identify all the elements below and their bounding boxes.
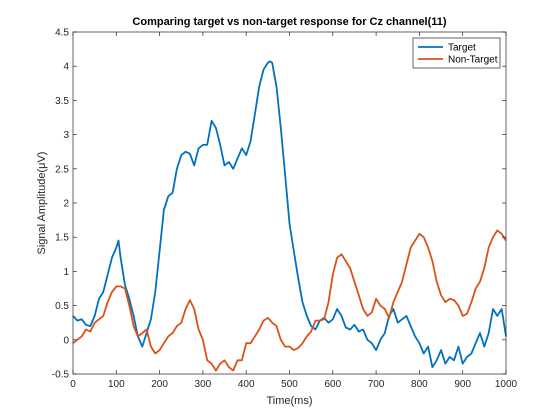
y-tick-label: -0.5 [52,370,70,381]
legend-label: Target [448,43,476,54]
x-tick-label: 400 [238,379,255,390]
x-tick-label: 600 [324,379,341,390]
y-axis-label: Signal Amplitude(μV) [36,152,48,255]
y-tick-label: 0 [63,335,69,346]
x-tick-label: 800 [411,379,428,390]
x-tick-label: 500 [281,379,298,390]
legend-box [412,37,501,69]
x-axis-label: Time(ms) [266,395,312,407]
x-tick-label: 1000 [495,379,518,390]
y-tick-label: 1.5 [55,233,69,244]
y-tick-label: 3.5 [55,96,69,107]
x-tick-label: 900 [454,379,471,390]
y-tick-label: 1 [63,267,69,278]
x-tick-label: 0 [70,379,76,390]
x-tick-label: 100 [108,379,125,390]
x-tick-label: 200 [151,379,168,390]
series-line-target [72,60,507,369]
x-tick-label: 700 [368,379,385,390]
series-line-non-target [72,229,507,372]
y-tick-label: 4 [63,62,69,73]
axes-box [72,31,507,375]
y-tick-label: 2.5 [55,164,69,175]
y-tick-label: 4.5 [55,28,69,39]
chart-title: Comparing target vs non-target response … [132,16,447,28]
y-tick-label: 0.5 [55,301,69,312]
y-tick-label: 3 [63,130,69,141]
x-tick-label: 300 [195,379,212,390]
legend-label: Non-Target [448,55,498,66]
plot-area [73,32,506,374]
y-tick-label: 2 [63,199,69,210]
